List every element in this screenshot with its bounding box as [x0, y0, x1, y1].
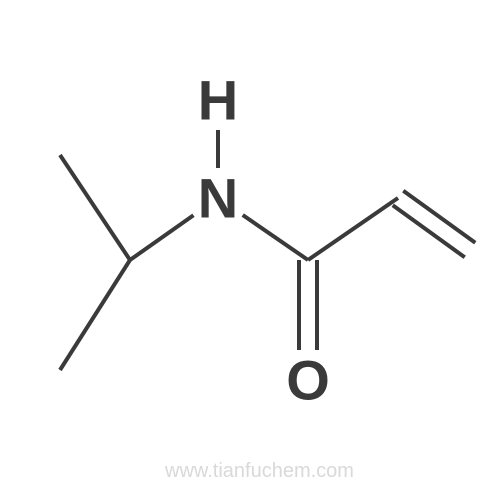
- chemical-structure-canvas: NHO www.tianfuchem.com: [0, 0, 500, 500]
- bond-line: [60, 260, 130, 370]
- bond-line: [403, 191, 475, 243]
- atom-label-n: N: [198, 167, 238, 230]
- bond-line: [243, 215, 308, 260]
- bond-line: [130, 215, 193, 260]
- molecule-svg: NH O: [0, 0, 500, 500]
- bond-line: [308, 198, 398, 260]
- atom-label-h: H: [198, 69, 238, 132]
- bond-line: [393, 205, 465, 257]
- atom-label-o: O: [286, 349, 330, 412]
- bond-line: [60, 155, 130, 260]
